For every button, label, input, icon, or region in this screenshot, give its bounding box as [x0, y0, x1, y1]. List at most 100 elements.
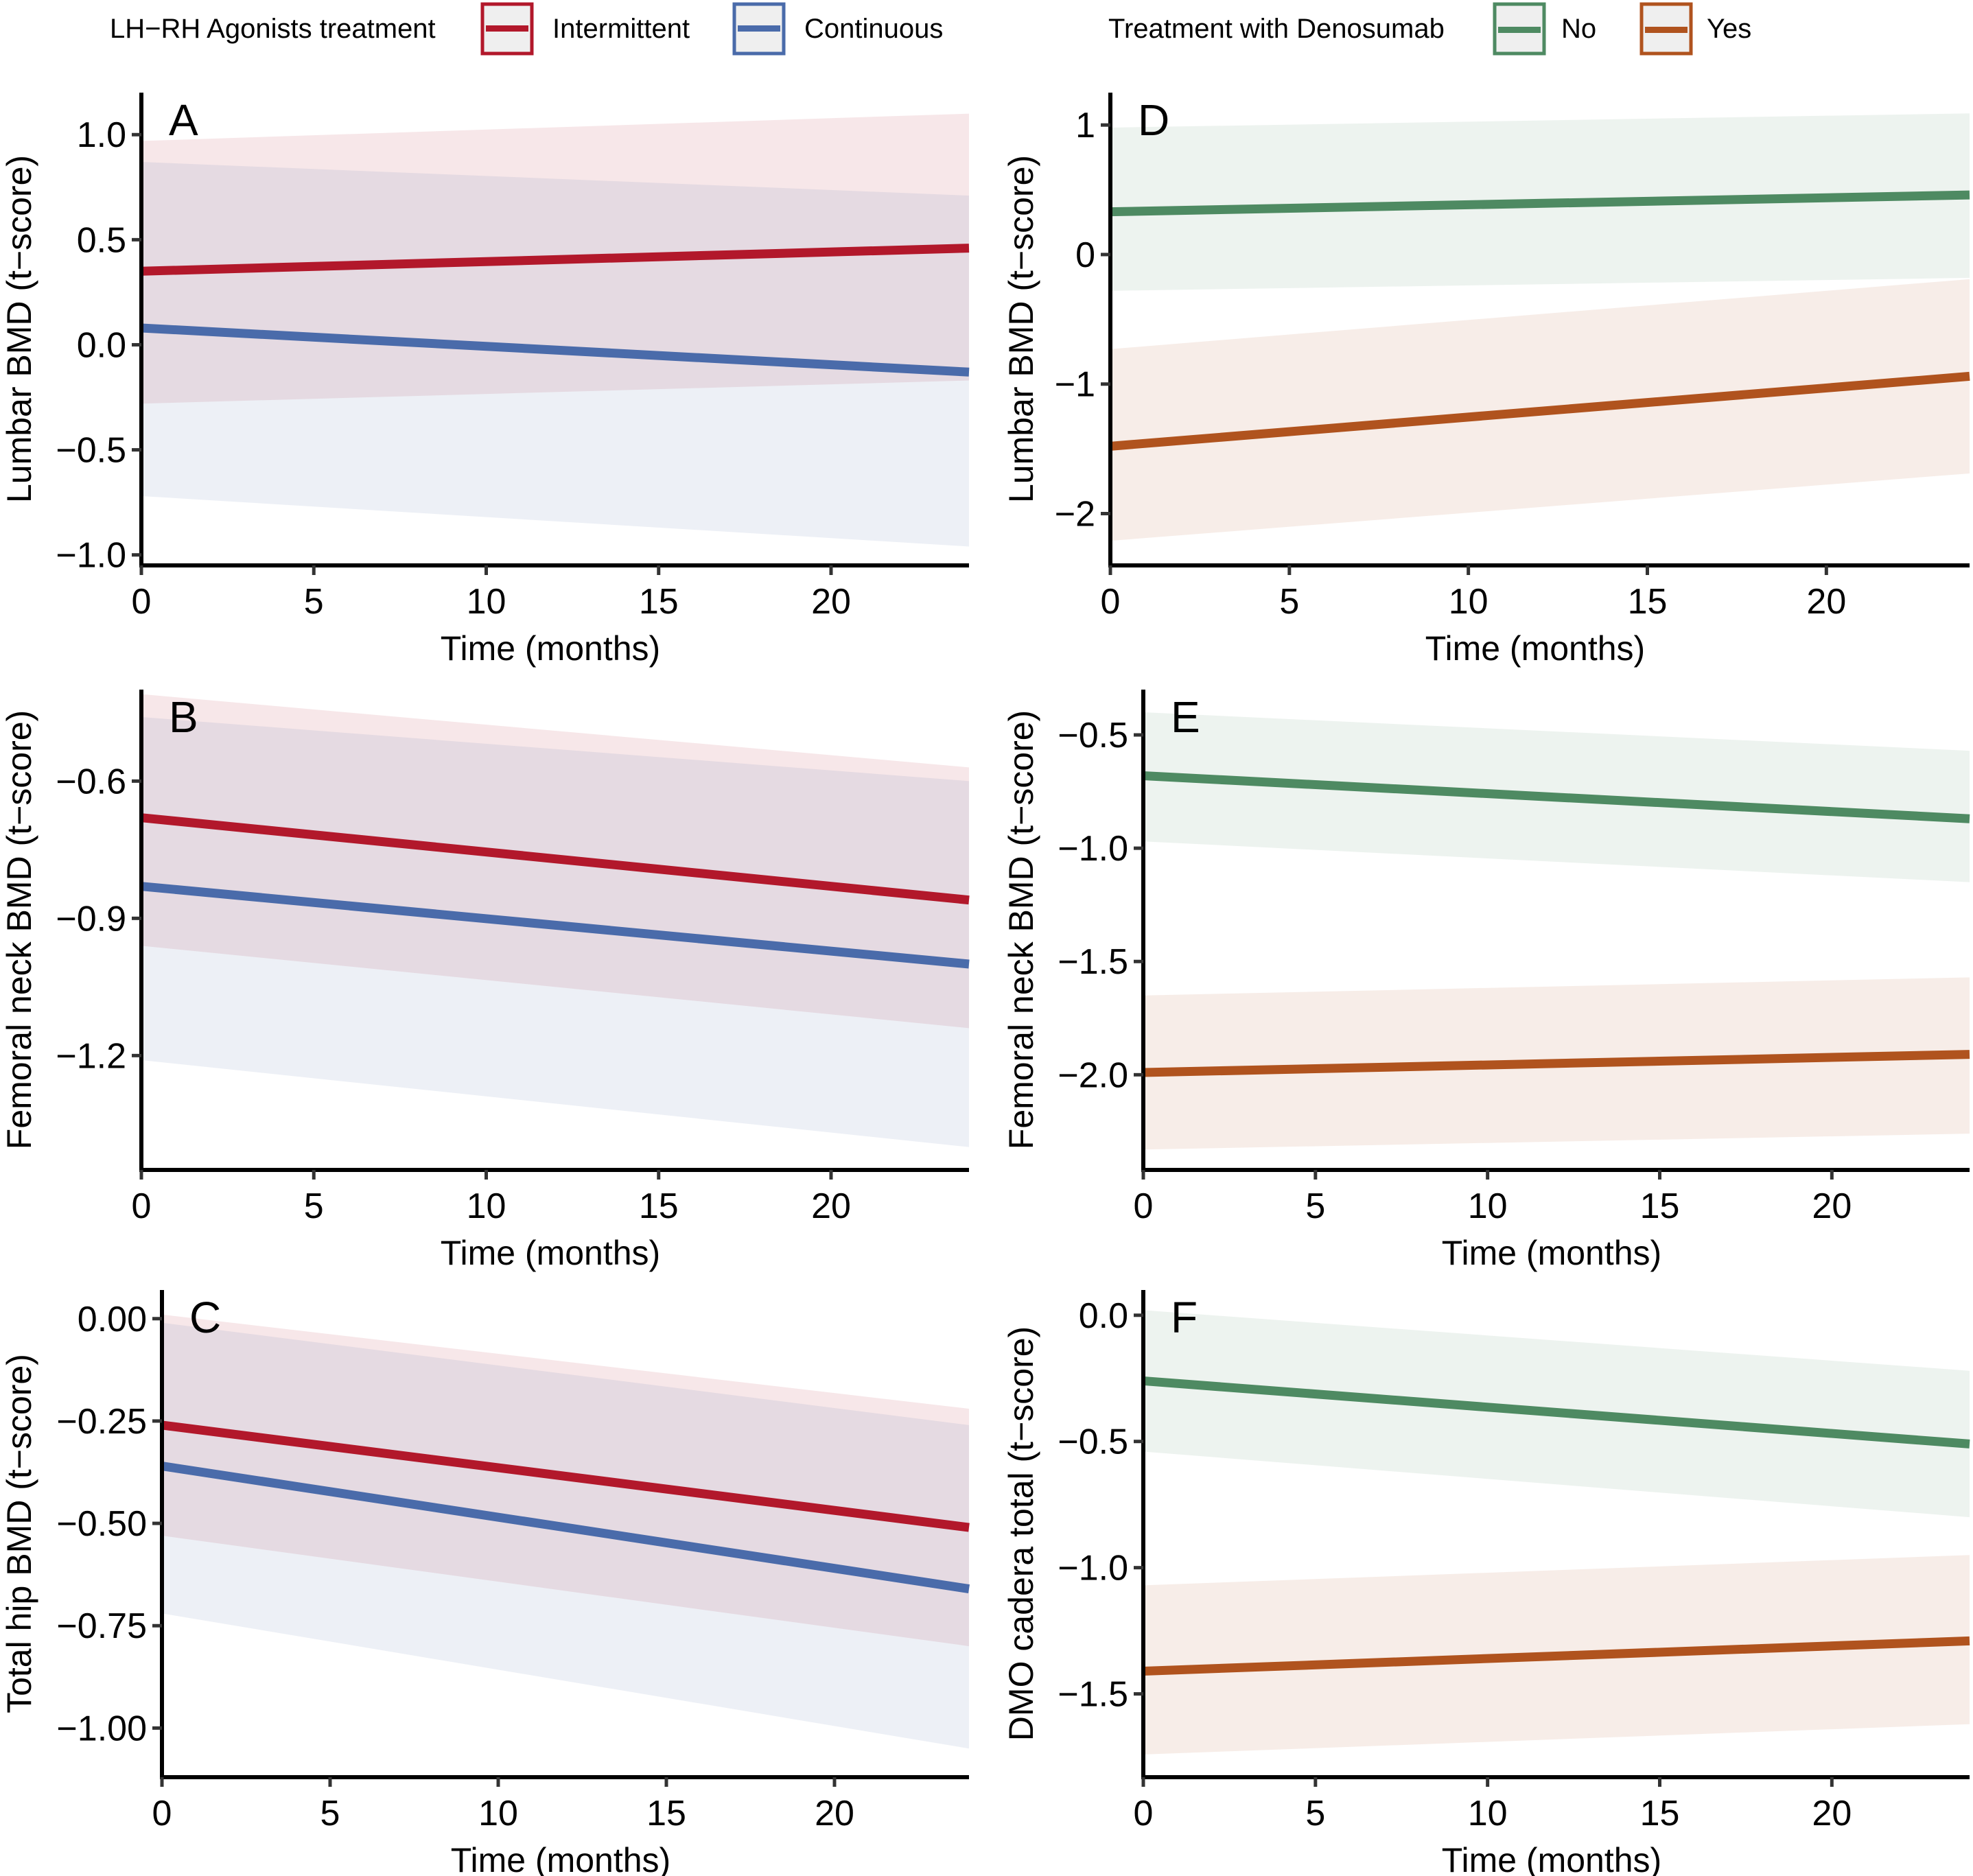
x-tick-label: 15 — [1640, 1794, 1680, 1833]
panel-a: 0 5 10 15 20 −1.0 −0.5 0.0 0.5 1.0 Time (months) Lu… — [0, 93, 970, 668]
x-axis-title: Time (months) — [441, 629, 660, 668]
panel-e: 0 5 10 15 20 −2.0 −1.5 −1.0 −0.5 Time (months) Fem… — [1002, 690, 1970, 1272]
legend-label-continuous: Continuous — [804, 14, 943, 44]
x-tick-label: 15 — [1640, 1186, 1680, 1226]
trend-line-no — [1110, 190, 1970, 217]
x-tick-label: 20 — [1812, 1186, 1852, 1226]
trend-line-yes — [1143, 1050, 1970, 1077]
trend-line-intermittent — [141, 813, 970, 905]
y-tick-label: 1 — [1075, 106, 1095, 145]
y-tick-label: −0.50 — [56, 1504, 147, 1544]
panel-letter: E — [1171, 692, 1200, 742]
panel-letter: C — [189, 1293, 221, 1342]
y-tick-label: −0.9 — [56, 899, 126, 939]
y-tick-label: 0 — [1075, 235, 1095, 275]
panel-d: 0 5 10 15 20 −2 −1 0 1 Time (months) Lumbar BMD (t… — [1002, 93, 1970, 668]
x-tick-label: 0 — [1101, 582, 1121, 622]
ci-ribbon-continuous — [141, 717, 969, 1147]
y-tick-label: −0.5 — [1058, 716, 1128, 755]
y-tick-label: −1.5 — [1058, 942, 1128, 982]
legend-denosumab: Treatment with Denosumab No Yes — [1108, 2, 1751, 56]
y-axis-title: Femoral neck BMD (t−score) — [0, 710, 38, 1149]
x-tick-label: 20 — [815, 1794, 854, 1833]
x-tick-label: 10 — [1468, 1186, 1508, 1226]
x-tick-label: 5 — [320, 1794, 340, 1833]
panel-letter: A — [169, 95, 198, 145]
legend-key-line-intermittent — [486, 25, 528, 32]
trend-line-yes — [1143, 1636, 1970, 1676]
y-tick-label: −1.0 — [1058, 829, 1128, 869]
x-axis-title: Time (months) — [1425, 629, 1645, 668]
trend-line-continuous — [161, 1462, 970, 1593]
legend-key-line-yes — [1645, 27, 1688, 33]
x-tick-label: 10 — [1449, 582, 1488, 622]
y-tick-label: −0.25 — [56, 1402, 147, 1442]
x-tick-label: 5 — [304, 1186, 324, 1226]
y-axis-title: Lumbar BMD (t−score) — [1002, 155, 1040, 503]
x-tick-label: 15 — [639, 1186, 679, 1226]
y-axis-title: DMO cadera total (t−score) — [1002, 1326, 1040, 1741]
legend-lhrh: LH−RH Agonists treatment Intermittent Co… — [110, 2, 943, 56]
legend-entry-intermittent[interactable]: Intermittent — [480, 2, 690, 56]
legend-label-yes: Yes — [1707, 14, 1751, 44]
y-tick-label: 1.0 — [77, 115, 126, 155]
legend-key-line-no — [1498, 27, 1541, 33]
x-tick-label: 0 — [152, 1794, 172, 1833]
x-tick-label: 5 — [1279, 582, 1299, 622]
x-tick-label: 5 — [304, 582, 324, 622]
x-tick-label: 0 — [1134, 1186, 1154, 1226]
y-tick-label: 0.00 — [78, 1300, 147, 1339]
y-tick-label: −0.6 — [56, 762, 126, 801]
panel-letter: F — [1171, 1293, 1198, 1342]
x-tick-label: 20 — [811, 1186, 851, 1226]
x-tick-label: 5 — [1305, 1794, 1325, 1833]
panel-letter: D — [1138, 95, 1169, 145]
legend-title: Treatment with Denosumab — [1108, 14, 1445, 44]
trend-line-no — [1143, 771, 1970, 823]
legend-label-no: No — [1561, 14, 1596, 44]
x-tick-label: 10 — [1468, 1794, 1508, 1833]
y-tick-label: −0.5 — [1058, 1422, 1128, 1462]
y-tick-label: −2.0 — [1058, 1055, 1128, 1095]
y-tick-label: 0.5 — [77, 220, 126, 260]
y-tick-label: 0.0 — [1079, 1296, 1128, 1336]
x-tick-label: 10 — [467, 582, 506, 622]
trend-line-yes — [1110, 371, 1970, 451]
y-tick-label: −0.75 — [56, 1606, 147, 1646]
y-axis-title: Total hip BMD (t−score) — [0, 1354, 38, 1713]
panel-letter: B — [169, 692, 198, 742]
y-tick-label: −1.5 — [1058, 1675, 1128, 1715]
x-tick-label: 5 — [1305, 1186, 1325, 1226]
legend-entry-continuous[interactable]: Continuous — [732, 2, 943, 56]
y-tick-label: −1.0 — [56, 536, 126, 576]
x-tick-label: 0 — [132, 582, 152, 622]
panel-f: 0 5 10 15 20 −1.5 −1.0 −0.5 0.0 Time (months) DMO … — [1002, 1290, 1970, 1876]
trend-line-no — [1143, 1376, 1970, 1449]
y-tick-label: −2 — [1055, 494, 1095, 534]
panel-b: 0 5 10 15 20 −1.2 −0.9 −0.6 Time (months) Femoral… — [0, 690, 970, 1272]
y-tick-label: −1.0 — [1058, 1549, 1128, 1588]
x-tick-label: 15 — [1628, 582, 1668, 622]
legend-label-intermittent: Intermittent — [552, 14, 690, 44]
ci-ribbon-continuous — [162, 1322, 969, 1749]
legend-key-line-continuous — [738, 25, 780, 32]
y-tick-label: −1.2 — [56, 1036, 126, 1076]
x-tick-label: 20 — [1812, 1794, 1852, 1833]
legend-entry-no[interactable]: No — [1493, 2, 1596, 56]
x-tick-label: 15 — [639, 582, 679, 622]
y-axis-title: Lumbar BMD (t−score) — [0, 155, 38, 503]
x-tick-label: 20 — [1806, 582, 1846, 622]
y-tick-label: 0.0 — [77, 325, 126, 365]
x-axis-title: Time (months) — [441, 1234, 660, 1272]
x-axis-title: Time (months) — [1442, 1841, 1661, 1876]
x-tick-label: 0 — [132, 1186, 152, 1226]
trend-line-intermittent — [141, 244, 970, 276]
x-tick-label: 0 — [1134, 1794, 1154, 1833]
trend-line-intermittent — [161, 1420, 970, 1532]
legend-title: LH−RH Agonists treatment — [110, 14, 436, 44]
y-tick-label: −1.00 — [56, 1709, 147, 1748]
x-tick-label: 10 — [478, 1794, 518, 1833]
legend-entry-yes[interactable]: Yes — [1639, 2, 1751, 56]
